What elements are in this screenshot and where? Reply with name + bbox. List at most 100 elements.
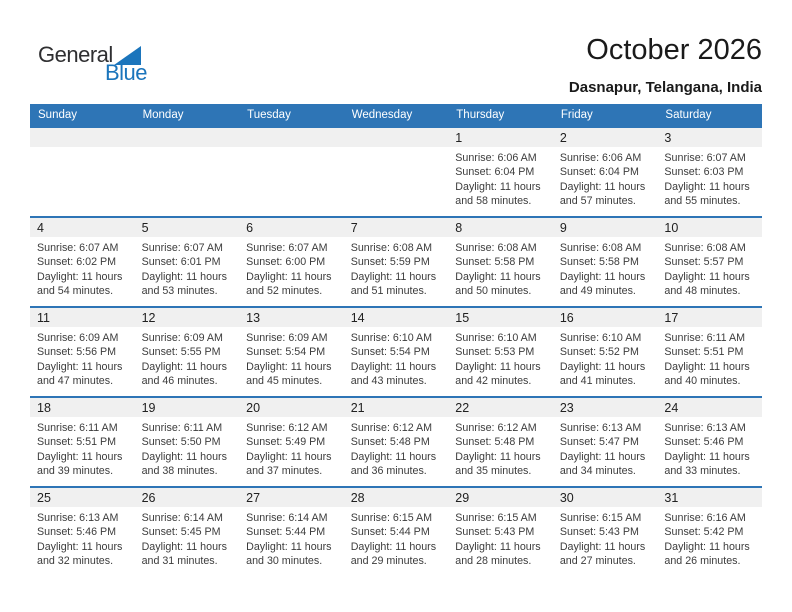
- title-block: October 2026 Dasnapur, Telangana, India: [569, 34, 762, 96]
- sunrise-text: Sunrise: 6:16 AM: [664, 512, 746, 524]
- day-info: Sunrise: 6:11 AM Sunset: 5:51 PM Daylight:…: [657, 327, 762, 389]
- day-number-band: 22: [448, 398, 553, 417]
- day-cell-13: 13 Sunrise: 6:09 AM Sunset: 5:54 PM Dayligh…: [239, 308, 344, 396]
- day-number-band: 14: [343, 308, 449, 327]
- sunset-text: Sunset: 5:56 PM: [37, 346, 117, 359]
- sunrise-text: Sunrise: 6:12 AM: [350, 422, 433, 434]
- day-number-band: 13: [239, 308, 344, 327]
- sunset-text: Sunset: 5:46 PM: [37, 526, 117, 539]
- empty-day-cell: [343, 128, 449, 216]
- day-info: Sunrise: 6:07 AM Sunset: 6:03 PM Daylight:…: [657, 147, 762, 209]
- day-number: 25: [37, 490, 51, 505]
- day-cell-18: 18 Sunrise: 6:11 AM Sunset: 5:51 PM Dayligh…: [30, 398, 135, 486]
- day-info: Sunrise: 6:13 AM Sunset: 5:46 PM Daylight:…: [657, 417, 762, 479]
- day-cell-8: 8 Sunrise: 6:08 AM Sunset: 5:58 PM Daylight…: [448, 218, 553, 306]
- daylight-text: Daylight: 11 hours and 43 minutes.: [350, 360, 437, 388]
- sunrise-text: Sunrise: 6:15 AM: [455, 512, 537, 524]
- week-row-4: 18 Sunrise: 6:11 AM Sunset: 5:51 PM Dayligh…: [30, 396, 762, 486]
- daylight-text: Daylight: 11 hours and 39 minutes.: [37, 450, 123, 478]
- day-number: 19: [141, 400, 156, 415]
- day-number-band: [30, 128, 135, 147]
- daylight-text: Daylight: 11 hours and 28 minutes.: [455, 540, 541, 568]
- day-number-band: 30: [552, 488, 658, 507]
- day-info: Sunrise: 6:06 AM Sunset: 6:04 PM Daylight:…: [553, 147, 658, 209]
- day-cell-5: 5 Sunrise: 6:07 AM Sunset: 6:01 PM Daylight…: [134, 218, 240, 306]
- daylight-text: Daylight: 11 hours and 35 minutes.: [455, 450, 541, 478]
- day-info: Sunrise: 6:11 AM Sunset: 5:51 PM Daylight:…: [30, 417, 135, 479]
- sunset-text: Sunset: 5:58 PM: [559, 256, 639, 269]
- sunrise-text: Sunrise: 6:10 AM: [350, 332, 433, 344]
- day-number: 7: [350, 220, 358, 235]
- day-number: 5: [141, 220, 149, 235]
- sunrise-text: Sunrise: 6:08 AM: [350, 242, 433, 254]
- day-number: 22: [455, 400, 470, 415]
- sunrise-text: Sunrise: 6:07 AM: [246, 242, 328, 254]
- day-number-band: 10: [657, 218, 762, 237]
- sunset-text: Sunset: 5:52 PM: [559, 346, 639, 359]
- daylight-text: Daylight: 11 hours and 49 minutes.: [559, 270, 646, 298]
- daylight-text: Daylight: 11 hours and 33 minutes.: [664, 450, 750, 478]
- day-info: Sunrise: 6:10 AM Sunset: 5:54 PM Daylight:…: [344, 327, 449, 389]
- day-number: 11: [37, 310, 50, 325]
- sunrise-text: Sunrise: 6:06 AM: [455, 152, 537, 164]
- sunset-text: Sunset: 5:43 PM: [559, 526, 639, 539]
- daylight-text: Daylight: 11 hours and 48 minutes.: [664, 270, 750, 298]
- day-number-band: 18: [30, 398, 135, 417]
- weekday-header-monday: Monday: [142, 109, 184, 121]
- day-number: 1: [455, 130, 463, 145]
- sunset-text: Sunset: 5:43 PM: [455, 526, 535, 539]
- day-cell-19: 19 Sunrise: 6:11 AM Sunset: 5:50 PM Dayligh…: [134, 398, 240, 486]
- day-info: Sunrise: 6:13 AM Sunset: 5:47 PM Daylight:…: [553, 417, 658, 479]
- daylight-text: Daylight: 11 hours and 55 minutes.: [664, 180, 750, 208]
- sunrise-text: Sunrise: 6:11 AM: [664, 332, 746, 344]
- daylight-text: Daylight: 11 hours and 57 minutes.: [559, 180, 646, 208]
- day-info: Sunrise: 6:09 AM Sunset: 5:54 PM Daylight:…: [239, 327, 344, 389]
- day-number: 27: [246, 490, 261, 505]
- day-info: Sunrise: 6:16 AM Sunset: 5:42 PM Daylight:…: [657, 507, 762, 569]
- day-number-band: 8: [448, 218, 553, 237]
- weekday-header-saturday: Saturday: [665, 109, 712, 121]
- week-row-2: 4 Sunrise: 6:07 AM Sunset: 6:02 PM Daylight…: [30, 216, 762, 306]
- empty-day-cell: [134, 128, 240, 216]
- sunrise-text: Sunrise: 6:08 AM: [559, 242, 642, 254]
- day-number-band: 5: [134, 218, 240, 237]
- day-number-band: 21: [343, 398, 449, 417]
- day-number: 2: [559, 130, 567, 145]
- day-number-band: [239, 128, 344, 147]
- sunset-text: Sunset: 5:47 PM: [559, 436, 639, 449]
- sunset-text: Sunset: 5:54 PM: [246, 346, 326, 359]
- daylight-text: Daylight: 11 hours and 51 minutes.: [350, 270, 437, 298]
- logo-triangle-icon: [113, 46, 141, 65]
- sunrise-text: Sunrise: 6:10 AM: [455, 332, 537, 344]
- calendar-table: Sunday Monday Tuesday Wednesday Thursday Frid…: [30, 104, 762, 576]
- day-number: 16: [559, 310, 574, 325]
- sunset-text: Sunset: 6:03 PM: [664, 166, 744, 179]
- sunrise-text: Sunrise: 6:09 AM: [141, 332, 223, 344]
- sunrise-text: Sunrise: 6:07 AM: [664, 152, 746, 164]
- sunset-text: Sunset: 6:02 PM: [37, 256, 117, 269]
- day-cell-14: 14 Sunrise: 6:10 AM Sunset: 5:54 PM Dayligh…: [343, 308, 449, 396]
- day-number-band: 9: [552, 218, 658, 237]
- day-number: 18: [37, 400, 51, 415]
- daylight-text: Daylight: 11 hours and 52 minutes.: [246, 270, 332, 298]
- day-number: 23: [559, 400, 574, 415]
- sunset-text: Sunset: 5:59 PM: [350, 256, 430, 269]
- day-number: 24: [664, 400, 679, 415]
- day-cell-3: 3 Sunrise: 6:07 AM Sunset: 6:03 PM Daylight…: [657, 128, 762, 216]
- day-number-band: [343, 128, 449, 147]
- sunrise-text: Sunrise: 6:13 AM: [37, 512, 119, 524]
- weekday-header-tuesday: Tuesday: [247, 109, 291, 121]
- day-number-band: 25: [30, 488, 135, 507]
- sunrise-text: Sunrise: 6:11 AM: [37, 422, 118, 434]
- sunset-text: Sunset: 5:44 PM: [350, 526, 430, 539]
- day-cell-16: 16 Sunrise: 6:10 AM Sunset: 5:52 PM Dayligh…: [552, 308, 658, 396]
- day-cell-9: 9 Sunrise: 6:08 AM Sunset: 5:58 PM Daylight…: [552, 218, 658, 306]
- day-number: 26: [141, 490, 156, 505]
- day-cell-10: 10 Sunrise: 6:08 AM Sunset: 5:57 PM Dayligh…: [657, 218, 762, 306]
- week-row-3: 11 Sunrise: 6:09 AM Sunset: 5:56 PM Dayligh…: [30, 306, 762, 396]
- day-number-band: 31: [657, 488, 762, 507]
- day-cell-17: 17 Sunrise: 6:11 AM Sunset: 5:51 PM Dayligh…: [657, 308, 762, 396]
- day-number: 9: [559, 220, 567, 235]
- sunset-text: Sunset: 5:55 PM: [141, 346, 221, 359]
